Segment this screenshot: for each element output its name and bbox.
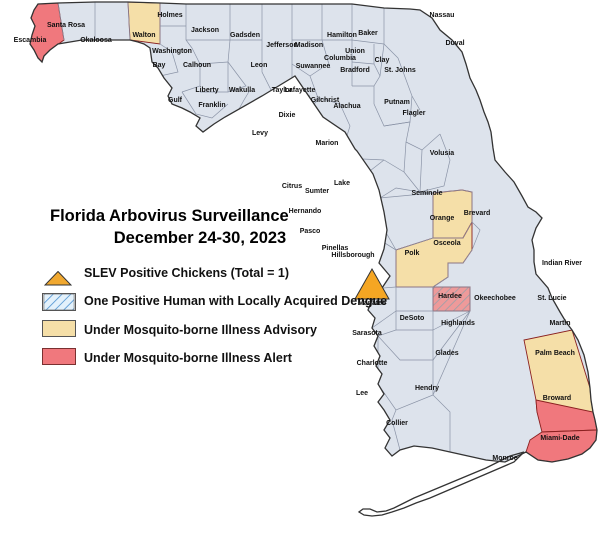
svg-text:Seminole: Seminole	[411, 190, 442, 197]
svg-text:Putnam: Putnam	[384, 99, 410, 106]
svg-text:Okaloosa: Okaloosa	[80, 37, 112, 44]
svg-text:Hardee: Hardee	[438, 293, 462, 300]
svg-text:Broward: Broward	[543, 395, 571, 402]
svg-text:Clay: Clay	[375, 57, 390, 64]
svg-text:Osceola: Osceola	[433, 240, 460, 247]
svg-text:Lafayette: Lafayette	[285, 87, 316, 94]
svg-text:Franklin: Franklin	[198, 102, 225, 109]
svg-text:Wakulla: Wakulla	[229, 87, 255, 94]
svg-text:Miami-Dade: Miami-Dade	[540, 435, 579, 442]
svg-text:Washington: Washington	[152, 48, 192, 55]
svg-text:Okeechobee: Okeechobee	[474, 295, 516, 302]
svg-text:Hillsborough: Hillsborough	[331, 252, 374, 259]
svg-text:St. Lucie: St. Lucie	[537, 295, 566, 302]
svg-text:Volusia: Volusia	[430, 150, 454, 157]
svg-text:Lee: Lee	[356, 390, 368, 397]
svg-text:Orange: Orange	[430, 215, 455, 222]
svg-text:DeSoto: DeSoto	[400, 315, 425, 322]
svg-text:Monroe: Monroe	[492, 455, 517, 462]
svg-text:Bay: Bay	[153, 62, 166, 69]
svg-text:Highlands: Highlands	[441, 320, 475, 327]
svg-text:Hendry: Hendry	[415, 385, 439, 392]
svg-text:Lake: Lake	[334, 180, 350, 187]
svg-text:Jackson: Jackson	[191, 27, 219, 34]
svg-text:Escambia: Escambia	[14, 37, 47, 44]
svg-text:Liberty: Liberty	[195, 87, 218, 94]
svg-text:St. Johns: St. Johns	[384, 67, 416, 74]
svg-text:Polk: Polk	[405, 250, 420, 257]
svg-text:Jefferson: Jefferson	[266, 42, 298, 49]
svg-text:Citrus: Citrus	[282, 183, 302, 190]
svg-text:Glades: Glades	[435, 350, 458, 357]
svg-text:Alachua: Alachua	[333, 103, 360, 110]
svg-text:Flagler: Flagler	[403, 110, 426, 117]
svg-text:Walton: Walton	[132, 32, 155, 39]
svg-text:Sumter: Sumter	[305, 188, 329, 195]
svg-text:Palm Beach: Palm Beach	[535, 350, 575, 357]
svg-text:Baker: Baker	[358, 30, 378, 37]
svg-text:Duval: Duval	[445, 40, 464, 47]
svg-text:Charlotte: Charlotte	[357, 360, 388, 367]
svg-text:Bradford: Bradford	[340, 67, 370, 74]
svg-text:Calhoun: Calhoun	[183, 62, 211, 69]
svg-text:Santa Rosa: Santa Rosa	[47, 22, 85, 29]
svg-text:Brevard: Brevard	[464, 210, 490, 217]
svg-text:Hamilton: Hamilton	[327, 32, 357, 39]
svg-text:Marion: Marion	[316, 140, 339, 147]
svg-text:Nassau: Nassau	[430, 12, 455, 19]
svg-text:Leon: Leon	[251, 62, 268, 69]
svg-text:Holmes: Holmes	[157, 12, 182, 19]
svg-text:Levy: Levy	[252, 130, 268, 137]
svg-text:Suwannee: Suwannee	[296, 63, 331, 70]
svg-text:Madison: Madison	[295, 42, 323, 49]
svg-text:Indian River: Indian River	[542, 260, 582, 267]
svg-text:Dixie: Dixie	[279, 112, 296, 119]
svg-text:Union: Union	[345, 48, 365, 55]
svg-text:Gulf: Gulf	[168, 97, 183, 104]
svg-text:Columbia: Columbia	[324, 55, 356, 62]
svg-text:Sarasota: Sarasota	[352, 330, 382, 337]
svg-text:Collier: Collier	[386, 420, 408, 427]
svg-text:Martin: Martin	[550, 320, 571, 327]
svg-text:Gadsden: Gadsden	[230, 32, 260, 39]
